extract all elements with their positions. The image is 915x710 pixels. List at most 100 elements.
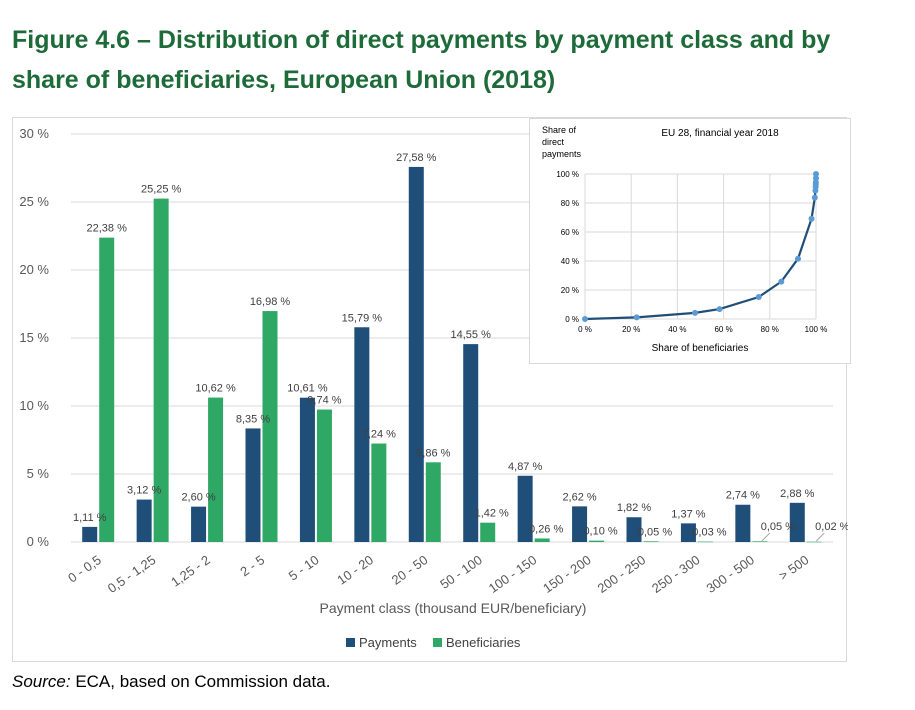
inset-series-line [584,173,818,321]
legend-label-payments: Payments [359,635,417,650]
leader-line [761,532,771,542]
inset-y-tick-label: 0 % [565,315,579,324]
beneficiaries-bar [806,541,822,543]
inset-data-point [812,175,819,182]
beneficiaries-bar [643,541,659,542]
inset-series [582,171,819,322]
inset-x-tick-label: 100 % [805,325,828,334]
payments-value-label: 2,60 % [181,492,215,504]
payments-value-label: 3,12 % [127,485,161,497]
x-tick-label: 0,5 - 1,25 [105,552,159,596]
y-tick-label: 25 % [19,194,49,209]
inset-data-point [692,309,699,316]
legend-label-beneficiaries: Beneficiaries [446,635,521,650]
inset-x-tick-label: 20 % [622,325,640,334]
beneficiaries-value-label: 22,38 % [87,223,128,235]
inset-gridlines [584,173,817,320]
leader-line [815,532,825,542]
payments-value-label: 1,11 % [73,512,107,524]
beneficiaries-bar [534,538,550,542]
beneficiaries-bar [153,198,169,542]
chart-frame: 0 % 5 % 10 % 15 % 20 % 25 % 30 % 1,11 % 22,38 %… [12,117,851,662]
payments-bar [82,526,98,542]
beneficiaries-value-label: 1,42 % [475,508,509,520]
inset-x-tick-label: 0 % [578,325,592,334]
beneficiaries-value-label: 7,24 % [362,429,396,441]
payments-value-label: 15,79 % [342,312,383,324]
inset-y-tick-label: 100 % [556,170,579,179]
inset-data-point [778,278,785,285]
figure-title: Figure 4.6 – Distribution of direct paym… [12,26,831,94]
y-tick-label: 5 % [27,466,50,481]
payments-bar [572,506,588,542]
payments-bar [680,523,696,542]
inset-x-tick-label: 60 % [714,325,732,334]
inset-y-tick-label: 80 % [561,199,579,208]
beneficiaries-value-label: 10,62 % [195,383,236,395]
payments-bar [245,428,261,542]
inset-y-axis-label: payments [542,149,582,159]
beneficiaries-value-label: 0,02 % [815,521,848,533]
payments-value-label: 8,35 % [236,413,270,425]
y-tick-label: 20 % [19,262,49,277]
gridlines [71,133,833,543]
x-axis-ticks: 0 - 0,5 0,5 - 1,25 1,25 - 2 2 - 5 5 - 10 10 -… [65,552,811,596]
x-tick-label: 2 - 5 [237,552,267,579]
beneficiaries-bar [697,541,713,543]
inset-y-tick-label: 40 % [561,257,579,266]
inset-data-point [795,255,802,262]
x-tick-label: 200 - 250 [595,552,649,596]
beneficiaries-bar [99,237,115,542]
inset-ticks: 0 %0 % 20 % 20 % 40 % 40 % 60 % 60 % 80 % 80 % 10… [556,170,827,334]
payments-value-label: 2,74 % [726,490,760,502]
data-labels: 1,11 % 22,38 % 3,12 % 25,25 % 2,60 % 10,62 % 8… [73,152,850,542]
x-tick-label: 0 - 0,5 [65,552,104,585]
inset-line-chart: 0 %0 % 20 % 20 % 40 % 40 % 60 % 60 % 80 % 80 % 10… [529,118,851,364]
x-axis-label: Payment class (thousand EUR/beneficiary) [320,600,587,616]
inset-data-point [755,293,762,300]
payments-bar [789,502,805,542]
payments-bar [191,506,207,542]
beneficiaries-bar [262,311,278,542]
x-tick-label: 10 - 20 [334,552,376,588]
beneficiaries-value-label: 0,05 % [761,521,795,533]
beneficiaries-value-label: 16,98 % [250,296,291,308]
x-tick-label: 300 - 500 [703,552,757,596]
inset-y-axis-label: Share of [542,125,577,135]
source-text: ECA, based on Commission data. [70,672,331,691]
beneficiaries-bar [589,540,605,542]
beneficiaries-value-label: 25,25 % [141,184,182,196]
inset-data-point [808,215,815,222]
inset-title: EU 28, financial year 2018 [661,128,779,139]
x-tick-label: 150 - 200 [540,552,594,596]
y-tick-label: 0 % [27,534,50,549]
inset-data-point [813,171,819,177]
beneficiaries-value-label: 0,10 % [583,526,617,538]
payments-bar [463,344,479,542]
payments-value-label: 1,82 % [617,502,651,514]
legend-swatch-payments [346,638,355,647]
inset-x-axis-label: Share of beneficiaries [652,343,749,354]
payments-bar [626,517,642,542]
legend-swatch-beneficiaries [433,638,442,647]
payments-bar [735,504,751,542]
payments-value-label: 10,61 % [287,383,328,395]
payments-value-label: 2,62 % [562,491,596,503]
payments-bar [354,327,370,542]
payments-bar [136,499,152,542]
beneficiaries-value-label: 0,05 % [638,526,672,538]
legend: Payments Beneficiaries [346,635,521,650]
inset-data-point [582,316,588,322]
beneficiaries-bar [316,409,332,542]
inset-y-tick-label: 20 % [561,286,579,295]
x-tick-label: 5 - 10 [286,552,322,583]
payments-bar [517,475,533,542]
x-tick-label: 50 - 100 [437,552,485,592]
y-tick-label: 10 % [19,398,49,413]
payments-value-label: 4,87 % [508,461,542,473]
x-tick-label: 1,25 - 2 [168,552,213,590]
beneficiaries-value-label: 5,86 % [416,447,450,459]
source-note: Source: ECA, based on Commission data. [12,672,330,692]
y-axis-ticks: 0 % 5 % 10 % 15 % 20 % 25 % 30 % [19,126,49,549]
x-tick-label: > 500 [776,552,812,583]
